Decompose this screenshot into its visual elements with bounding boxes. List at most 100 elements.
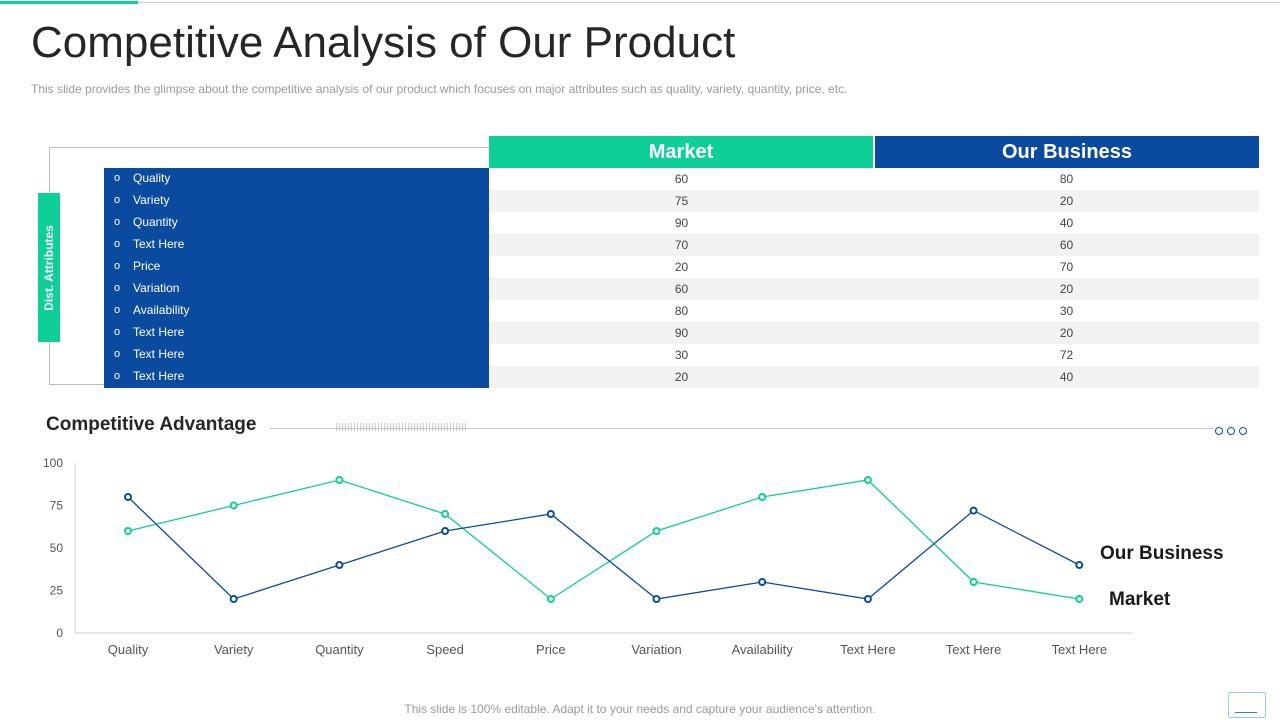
- business-value: 60: [1059, 238, 1074, 252]
- bullet-icon: o: [114, 282, 121, 294]
- attribute-row: o Quantity: [104, 212, 489, 234]
- x-tick-label: Price: [536, 642, 566, 657]
- market-value: 30: [674, 348, 689, 362]
- business-value: 40: [1059, 216, 1074, 230]
- attribute-label: Text Here: [133, 347, 185, 361]
- attribute-label: Text Here: [133, 325, 185, 339]
- chart-heading-ticks: [336, 423, 468, 431]
- business-value: 20: [1059, 282, 1074, 296]
- attribute-label: Text Here: [133, 369, 185, 383]
- business-value: 30: [1059, 304, 1074, 318]
- market-value: 20: [674, 260, 689, 274]
- data-point-our-business: [124, 493, 132, 501]
- table-row: 60 20: [489, 278, 1259, 300]
- y-tick-label: 75: [50, 499, 64, 513]
- bullet-icon: o: [114, 216, 121, 228]
- side-tab: [38, 193, 60, 342]
- business-value: 40: [1059, 370, 1074, 384]
- market-value: 20: [674, 370, 689, 384]
- data-point-our-business: [969, 506, 978, 515]
- dot-icon: [1227, 427, 1235, 435]
- table-row: 90 20: [489, 322, 1259, 344]
- data-point-market: [863, 476, 872, 484]
- attribute-row: o Availability: [104, 300, 489, 322]
- data-point-our-business: [335, 561, 344, 569]
- x-tick-label: Text Here: [1051, 642, 1107, 657]
- series-line-our-business: [127, 496, 1080, 600]
- attribute-row: o Variation: [104, 278, 489, 300]
- market-value: 75: [674, 194, 689, 208]
- attribute-label: Quantity: [133, 215, 178, 229]
- dot-icon: [1239, 427, 1247, 435]
- series-label-market: Market: [1109, 589, 1171, 610]
- table-row: 20 70: [489, 256, 1259, 278]
- market-value: 90: [674, 216, 689, 230]
- page-subtitle: This slide provides the glimpse about th…: [31, 82, 848, 96]
- data-point-our-business: [652, 595, 661, 603]
- decorative-dots: [1215, 422, 1251, 440]
- market-value: 70: [674, 238, 689, 252]
- attribute-label: Quality: [133, 171, 171, 185]
- data-point-market: [229, 501, 238, 510]
- market-value: 60: [674, 282, 689, 296]
- y-tick-label: 100: [43, 456, 63, 470]
- bullet-icon: o: [114, 370, 121, 382]
- x-tick-label: Speed: [426, 642, 464, 657]
- attribute-label: Availability: [133, 303, 190, 317]
- business-value: 20: [1059, 194, 1074, 208]
- data-point-our-business: [863, 595, 872, 603]
- table-row: 80 30: [489, 300, 1259, 322]
- series-label-our-business: Our Business: [1100, 543, 1224, 564]
- data-point-market: [546, 595, 555, 603]
- market-value: 60: [674, 172, 689, 186]
- bullet-icon: o: [114, 304, 121, 316]
- table-row: 90 40: [489, 212, 1259, 234]
- table-row: 75 20: [489, 190, 1259, 212]
- table-row: 20 40: [489, 366, 1259, 388]
- top-accent-bar: [0, 1, 138, 4]
- business-value: 70: [1059, 260, 1074, 274]
- series-line-market: [127, 479, 1080, 600]
- data-point-our-business: [441, 527, 450, 535]
- bullet-icon: o: [114, 194, 121, 206]
- attribute-row: o Text Here: [104, 344, 489, 366]
- data-point-market: [335, 476, 344, 484]
- x-tick-label: Variation: [631, 642, 681, 657]
- data-point-market: [758, 493, 767, 501]
- table-row: 70 60: [489, 234, 1259, 256]
- business-value: 72: [1059, 348, 1074, 362]
- market-value: 80: [674, 304, 689, 318]
- x-tick-label: Text Here: [946, 642, 1002, 657]
- table-row: 30 72: [489, 344, 1259, 366]
- data-point-our-business: [229, 595, 238, 603]
- x-tick-label: Text Here: [840, 642, 896, 657]
- x-tick-label: Quality: [108, 642, 149, 657]
- dot-icon: [1215, 427, 1223, 435]
- data-point-market: [1075, 595, 1084, 603]
- attribute-label: Text Here: [133, 237, 185, 251]
- data-point-market: [441, 510, 450, 518]
- attribute-label: Price: [133, 259, 161, 273]
- data-point-our-business: [546, 510, 555, 518]
- page-title: Competitive Analysis of Our Product: [31, 18, 736, 67]
- attribute-label: Variation: [133, 281, 180, 295]
- bullet-icon: o: [114, 260, 121, 272]
- attribute-row: o Text Here: [104, 322, 489, 344]
- data-point-market: [124, 527, 132, 535]
- data-point-our-business: [1075, 561, 1084, 569]
- attribute-row: o Text Here: [104, 234, 489, 256]
- clipboard-icon: [1228, 692, 1266, 718]
- market-value: 90: [674, 326, 689, 340]
- footer-note: This slide is 100% editable. Adapt it to…: [404, 702, 876, 716]
- x-tick-label: Quantity: [315, 642, 364, 657]
- business-value: 80: [1059, 172, 1074, 186]
- data-point-our-business: [758, 578, 767, 586]
- column-header-market: Market: [489, 136, 873, 168]
- y-tick-label: 50: [50, 541, 64, 555]
- x-tick-label: Availability: [732, 642, 794, 657]
- x-tick-label: Variety: [214, 642, 254, 657]
- attribute-panel: [104, 168, 489, 388]
- business-value: 20: [1059, 326, 1074, 340]
- chart-heading: Competitive Advantage: [46, 414, 257, 435]
- bullet-icon: o: [114, 326, 121, 338]
